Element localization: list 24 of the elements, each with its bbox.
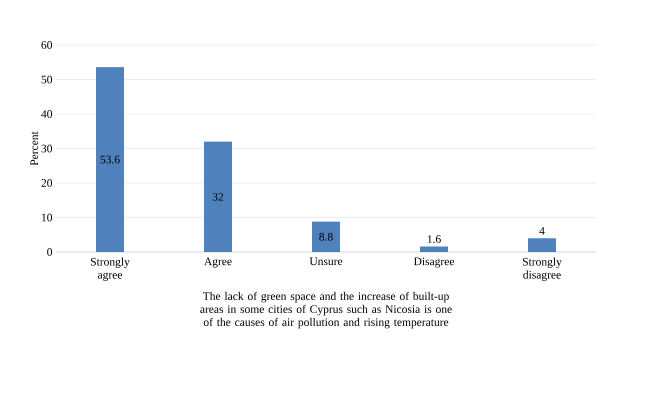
bar <box>204 142 232 252</box>
y-axis-title: Percent <box>30 131 38 166</box>
data-label: 53.6 <box>100 156 120 164</box>
bar <box>312 222 340 252</box>
y-tick-label: 40 <box>41 110 52 118</box>
data-label: 8.8 <box>319 232 333 241</box>
y-tick-label: 30 <box>42 144 52 152</box>
x-tick-label: Unsure <box>310 258 342 266</box>
data-label: 32 <box>212 192 224 201</box>
x-axis-title: The lack of green space and the increase of built-up areas in some cities of Cyprus such as Nicosia is one of the causes of air pollution and rising temperature <box>200 292 452 328</box>
y-tick-label: 0 <box>47 248 52 256</box>
bar <box>528 238 556 252</box>
y-tick-label: 50 <box>42 76 52 84</box>
x-tick-label: Strongly disagree <box>522 258 562 281</box>
bar <box>96 67 124 252</box>
x-tick-label: Agree <box>204 258 232 268</box>
data-label: 1.6 <box>428 235 441 243</box>
x-tick-label: Disagree <box>414 258 454 268</box>
y-tick-label: 60 <box>41 41 52 49</box>
y-tick-label: 10 <box>42 214 52 222</box>
x-tick-label: Strongly agree <box>90 258 130 281</box>
bar <box>420 246 448 252</box>
y-tick-label: 20 <box>41 179 52 187</box>
data-label: 4 <box>539 227 545 235</box>
